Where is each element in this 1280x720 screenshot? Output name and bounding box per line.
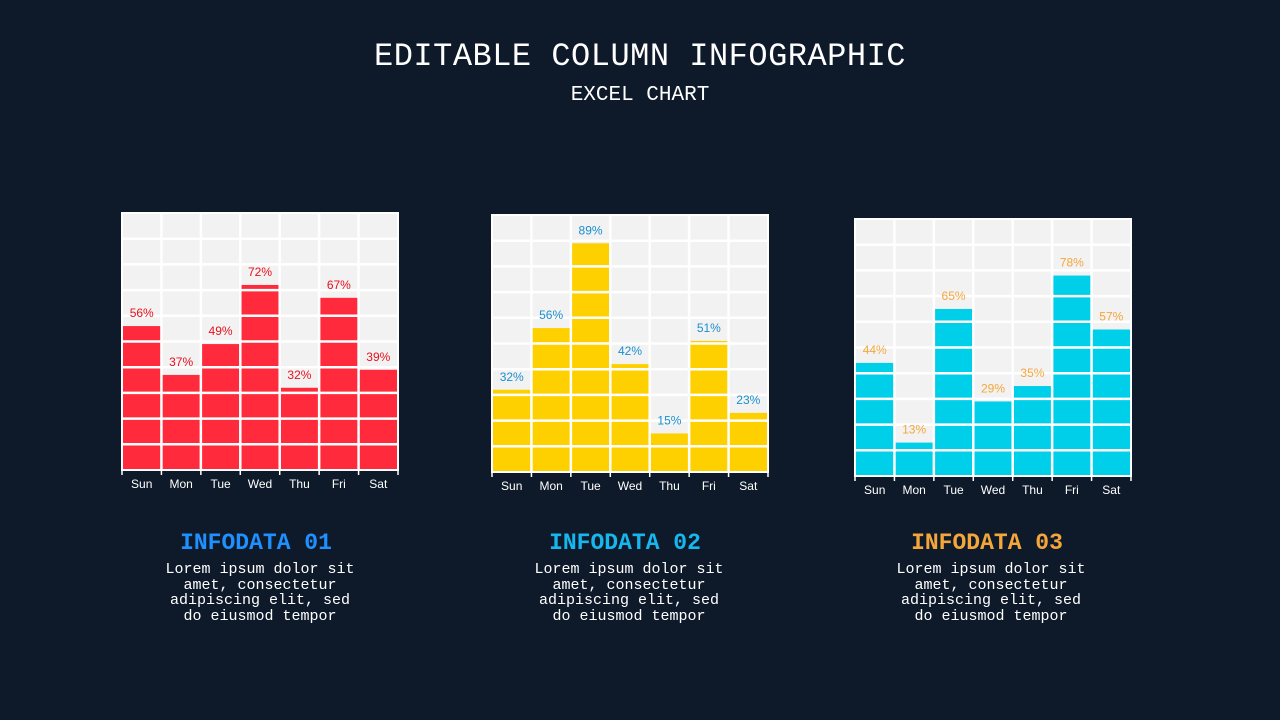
value-label-sun: 32% — [500, 370, 524, 384]
tick-label-tue: Tue — [943, 483, 964, 497]
tick-label-fri: Fri — [702, 479, 716, 493]
value-label-mon: 13% — [902, 423, 926, 437]
tick-label-thu: Thu — [659, 479, 680, 493]
tick-label-thu: Thu — [289, 477, 310, 491]
bar-thu — [1012, 386, 1053, 476]
tick-label-sun: Sun — [131, 477, 152, 491]
tick-label-tue: Tue — [210, 477, 231, 491]
tick-label-mon: Mon — [902, 483, 925, 497]
value-label-wed: 42% — [618, 344, 642, 358]
chart-infodata-02: 32% 56% 89% 42% 15% 51% 23% Sun Mon Tue Wed Thu Fri S… — [491, 214, 769, 493]
tick-label-sat: Sat — [739, 479, 758, 493]
tick-label-sat: Sat — [1102, 483, 1121, 497]
bar-thu — [649, 433, 690, 472]
infodata-03-title: INFODATA 03 — [911, 530, 1063, 556]
infodata-03-text: Lorem ipsum dolor sit amet, consectetur … — [896, 561, 1086, 625]
value-label-sat: 39% — [366, 350, 390, 364]
value-label-sat: 57% — [1099, 310, 1123, 324]
bar-sun — [492, 389, 532, 472]
tick-label-mon: Mon — [539, 479, 562, 493]
value-label-mon: 56% — [539, 308, 563, 322]
bar-mon — [531, 328, 571, 472]
value-label-sun: 44% — [863, 343, 887, 357]
bar-mon — [894, 442, 934, 476]
bar-sun — [122, 326, 162, 470]
chart-infodata-03: 44% 13% 65% 29% 35% 78% 57% Sun Mon Tue Wed Thu Fri S… — [854, 218, 1132, 497]
tick-label-mon: Mon — [169, 477, 192, 491]
infodata-01-title: INFODATA 01 — [180, 530, 332, 556]
bar-wed — [610, 364, 650, 472]
value-label-fri: 51% — [697, 321, 721, 335]
tick-label-sun: Sun — [501, 479, 522, 493]
value-label-mon: 37% — [169, 355, 193, 369]
infodata-02-title: INFODATA 02 — [549, 530, 701, 556]
value-label-wed: 29% — [981, 381, 1005, 395]
tick-label-wed: Wed — [248, 477, 272, 491]
tick-label-wed: Wed — [618, 479, 642, 493]
bar-wed — [973, 401, 1013, 476]
chart-infodata-01: 56% 37% 49% 72% 32% 67% 39% Sun Mon Tue Wed Thu Fri S… — [121, 212, 399, 491]
tick-label-thu: Thu — [1022, 483, 1043, 497]
value-label-sun: 56% — [130, 306, 154, 320]
value-label-wed: 72% — [248, 265, 272, 279]
bar-mon — [161, 374, 201, 470]
tick-label-sun: Sun — [864, 483, 885, 497]
tick-label-fri: Fri — [332, 477, 346, 491]
tick-label-tue: Tue — [580, 479, 601, 493]
value-label-thu: 32% — [287, 368, 311, 382]
page-title: EDITABLE COLUMN INFOGRAPHIC — [374, 38, 906, 75]
value-label-tue: 89% — [579, 223, 603, 237]
value-label-tue: 49% — [209, 324, 233, 338]
value-label-sat: 23% — [736, 393, 760, 407]
bar-thu — [279, 387, 320, 470]
bar-tue — [570, 243, 611, 472]
bar-fri — [689, 340, 729, 472]
tick-label-wed: Wed — [981, 483, 1005, 497]
value-label-fri: 78% — [1060, 256, 1084, 270]
bar-wed — [240, 284, 280, 470]
bar-fri — [1052, 275, 1092, 476]
value-label-thu: 35% — [1020, 366, 1044, 380]
bar-sat — [358, 369, 398, 470]
bar-sat — [728, 412, 768, 472]
value-label-thu: 15% — [657, 413, 681, 427]
bar-fri — [319, 297, 359, 470]
tick-label-sat: Sat — [369, 477, 388, 491]
page-subtitle: EXCEL CHART — [570, 84, 710, 107]
bar-sat — [1091, 329, 1131, 476]
value-label-tue: 65% — [942, 289, 966, 303]
bar-tue — [200, 344, 241, 470]
infodata-02-text: Lorem ipsum dolor sit amet, consectetur … — [534, 561, 724, 625]
value-label-fri: 67% — [327, 278, 351, 292]
bar-tue — [933, 308, 974, 476]
infodata-01-text: Lorem ipsum dolor sit amet, consectetur … — [165, 561, 355, 625]
bar-sun — [855, 362, 895, 476]
tick-label-fri: Fri — [1065, 483, 1079, 497]
